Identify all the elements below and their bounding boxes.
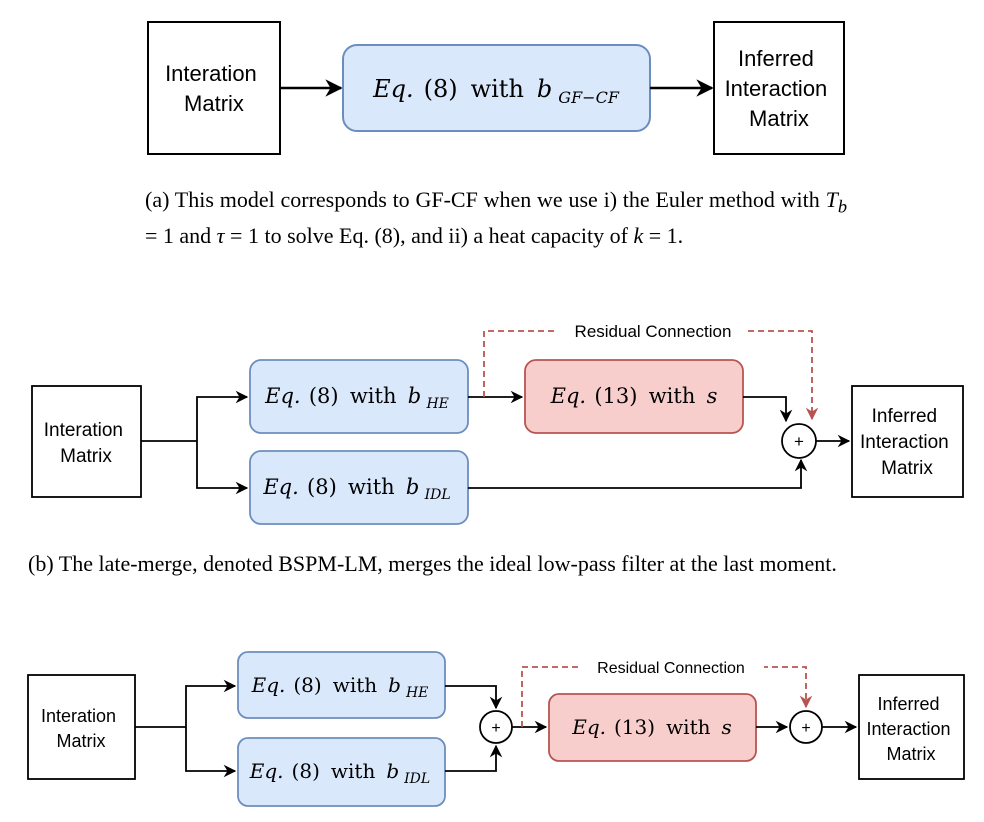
svg-text:Eq. (8) with: Eq. (8) with b HE — [264, 384, 449, 412]
diagram-b: Interation Matrix Eq. (8) with b HE Eq. … — [31, 320, 964, 525]
residual-label: Residual Connection — [597, 660, 745, 677]
eq-with: with — [471, 75, 524, 103]
arrow-b-13-to-plus — [743, 396, 793, 423]
residual-label-bg — [578, 657, 764, 678]
output-box-a — [713, 21, 845, 155]
output-box-b — [851, 385, 964, 498]
plus-symbol: + — [801, 720, 810, 737]
eq-prefix: Eq. — [249, 759, 284, 783]
svg-text:Inferred Interaction: Inferred Interaction Matrix — [860, 406, 954, 479]
input-box-c — [27, 674, 136, 780]
arrow-c-he-to-plus — [445, 685, 503, 710]
output-label-line: Interaction — [725, 76, 828, 101]
arrow-c-to-idl — [185, 727, 237, 778]
eq-sub: HE — [425, 396, 448, 412]
eq-with: with — [331, 759, 376, 783]
eq-number: (13) — [594, 384, 637, 408]
svg-text:Eq. (13) with: Eq. (13) with s — [571, 715, 732, 739]
caption-a-text: (a) This model corresponds to GF-CF when… — [145, 187, 826, 212]
eq-prefix: Eq. — [372, 75, 414, 103]
caption-a-Tsub: b — [837, 196, 847, 217]
eq-with: with — [333, 673, 378, 697]
eq8-block-idl — [237, 737, 446, 807]
arrow-c-idl-to-plus — [445, 744, 503, 772]
residual-label-bg — [558, 320, 748, 342]
input-box-b — [31, 385, 142, 498]
eq-number: (8) — [293, 673, 321, 697]
caption-a-k: k — [633, 223, 644, 249]
svg-text:Interation Matrix: Interation Matrix — [165, 61, 263, 116]
eq-with: with — [348, 475, 395, 499]
svg-text:Interation Matrix: Interation Matrix — [44, 420, 129, 467]
eq-var: b — [388, 673, 401, 697]
svg-text:Eq. (8) with: Eq. (8) with b GF−CF — [372, 75, 620, 107]
eq-var: b — [386, 759, 399, 783]
output-box-c — [858, 674, 965, 780]
eq-with: with — [666, 715, 711, 739]
caption-b-text: (b) The late-merge, denoted BSPM-LM, mer… — [28, 551, 837, 576]
eq-var: b — [408, 384, 421, 408]
diagram-a: Interation Matrix Eq. (8) with b GF−CF I… — [147, 21, 845, 155]
svg-text:Inferred Interaction: Inferred Interaction Matrix — [725, 46, 834, 131]
output-label-line: Inferred — [738, 46, 814, 71]
eq-var: s — [722, 715, 732, 739]
output-label-line: Matrix — [749, 106, 809, 131]
diagram-c: Interation Matrix Eq. (8) with b HE Eq. … — [27, 651, 965, 807]
arrow-b-to-idl — [196, 441, 249, 495]
output-label-line: Matrix — [881, 458, 933, 479]
input-label-line: Interation — [44, 420, 123, 441]
input-label-line: Matrix — [184, 91, 244, 116]
input-box-a — [147, 21, 281, 155]
eq-number: (8) — [307, 475, 337, 499]
svg-text:Eq. (8) with: Eq. (8) with b IDL — [262, 475, 450, 503]
residual-label: Residual Connection — [575, 322, 732, 341]
eq-sub: HE — [405, 685, 428, 701]
eq-prefix: Eq. — [571, 715, 606, 739]
caption-a-text: = 1. — [643, 223, 684, 249]
eq-with: with — [350, 384, 397, 408]
eq-sub: GF−CF — [558, 88, 620, 107]
eq-number: (13) — [614, 715, 655, 739]
caption-a-text: = 1 to solve Eq. (8), and ii) a heat cap… — [224, 223, 634, 249]
input-label-line: Matrix — [60, 446, 112, 467]
svg-text:Eq. (8) with: Eq. (8) with b HE — [251, 673, 429, 701]
svg-text:Interation Matrix: Interation Matrix — [41, 706, 121, 751]
caption-a: (a) This model corresponds to GF-CF when… — [145, 185, 847, 251]
eq-number: (8) — [424, 75, 458, 103]
eq-var: b — [406, 475, 419, 499]
output-label-line: Interaction — [866, 719, 950, 739]
output-label-line: Inferred — [877, 694, 939, 714]
input-label-line: Interation — [41, 706, 116, 726]
eq-prefix: Eq. — [264, 384, 300, 408]
eq-sub: IDL — [424, 487, 451, 503]
eq-number: (8) — [292, 759, 320, 783]
arrow-b-idl-to-plus — [468, 458, 808, 489]
eq-prefix: Eq. — [262, 475, 298, 499]
caption-a-text: = 1 and — [145, 223, 217, 249]
arrow-b-to-he — [196, 390, 249, 441]
svg-text:Inferred Interaction: Inferred Interaction Matrix — [866, 694, 955, 764]
svg-text:Eq. (13) with: Eq. (13) with s — [550, 384, 718, 408]
eq-prefix: Eq. — [251, 673, 286, 697]
eq-var: b — [537, 75, 552, 103]
eq-with: with — [649, 384, 696, 408]
caption-a-tau: τ — [216, 223, 225, 249]
output-label-line: Matrix — [887, 744, 936, 764]
eq-number: (8) — [309, 384, 339, 408]
arrow-c-to-he — [185, 679, 237, 727]
output-label-line: Inferred — [872, 406, 937, 427]
plus-symbol: + — [794, 432, 804, 451]
eq8-block-he — [237, 651, 446, 719]
output-label-line: Interaction — [860, 432, 949, 453]
caption-b: (b) The late-merge, denoted BSPM-LM, mer… — [28, 549, 966, 579]
eq-var: s — [707, 384, 718, 408]
svg-text:Eq. (8) with: Eq. (8) with b IDL — [249, 759, 430, 787]
eq-sub: IDL — [403, 771, 430, 787]
input-label-line: Interation — [165, 61, 257, 86]
eq-prefix: Eq. — [550, 384, 586, 408]
plus-symbol: + — [491, 720, 500, 737]
caption-a-T: T — [825, 187, 838, 212]
input-label-line: Matrix — [57, 731, 106, 751]
